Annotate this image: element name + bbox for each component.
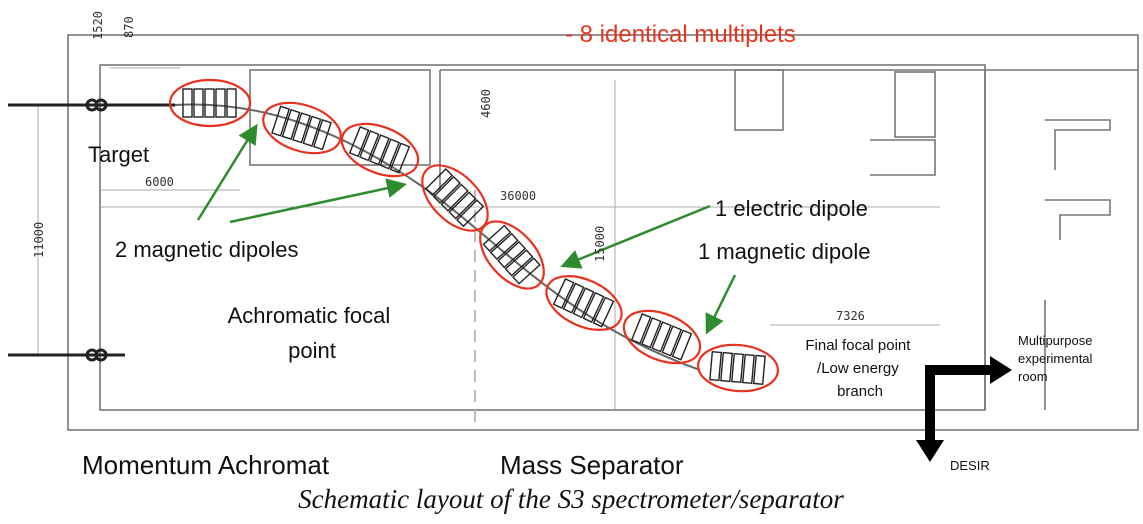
- label-line: branch: [837, 383, 883, 400]
- label-line: Multipurpose: [1018, 333, 1092, 348]
- magnet: [183, 89, 192, 117]
- black-arrows: [916, 356, 1012, 462]
- magnet: [303, 117, 320, 146]
- dimension: 11000: [32, 222, 46, 258]
- label-line: experimental: [1018, 351, 1093, 366]
- dimension: 7326: [836, 309, 865, 323]
- multiplet-outline: [538, 265, 630, 340]
- dimension: 4600: [479, 89, 493, 118]
- magnet: [710, 352, 721, 381]
- label: 2 magnetic dipoles: [115, 237, 298, 262]
- multiplet-outline: [257, 94, 347, 162]
- magnet: [205, 89, 214, 117]
- dimension: 1520: [91, 11, 105, 40]
- multiplet: [538, 265, 630, 340]
- multiplet: [257, 94, 347, 162]
- magnet: [743, 355, 754, 384]
- dimension: 870: [122, 16, 136, 38]
- multiplet: [616, 301, 707, 374]
- label-line: point: [288, 338, 336, 363]
- magnet: [293, 113, 310, 142]
- magnet: [216, 89, 225, 117]
- multiplet-outline: [616, 301, 707, 374]
- label-line: Achromatic focal: [228, 303, 391, 328]
- dimension: 36000: [500, 189, 536, 203]
- layout-diagram: - 8 identical multiplets 1520 870 4600 1…: [0, 0, 1143, 524]
- magnet: [282, 110, 299, 139]
- section-label: Momentum Achromat: [82, 450, 330, 480]
- dimension: 6000: [145, 175, 174, 189]
- label-line: Final focal point: [805, 337, 911, 354]
- multiplet: [410, 153, 499, 242]
- caption: Schematic layout of the S3 spectrometer/…: [298, 484, 844, 514]
- label-line: room: [1018, 369, 1048, 384]
- label: Target: [88, 142, 149, 167]
- magnet: [721, 353, 732, 382]
- multiplet-outline: [468, 210, 556, 300]
- label: 1 magnetic dipole: [698, 239, 870, 264]
- multiplet-outline: [334, 114, 425, 187]
- magnet: [227, 89, 236, 117]
- label: Multipurpose experimental room: [1018, 333, 1096, 384]
- magnet: [732, 354, 743, 383]
- magnet: [754, 356, 765, 385]
- label: DESIR: [950, 458, 990, 473]
- multiplet: [468, 210, 556, 300]
- note: - 8 identical multiplets: [565, 21, 796, 48]
- label-line: /Low energy: [817, 360, 899, 377]
- arrows: [198, 128, 735, 330]
- dimension: 15000: [593, 226, 607, 262]
- multiplet: [170, 80, 250, 126]
- label: Final focal point /Low energy branch: [805, 337, 914, 400]
- multiplet-outline: [170, 80, 250, 126]
- label: 1 electric dipole: [715, 196, 868, 221]
- section-label: Mass Separator: [500, 450, 684, 480]
- label: Achromatic focal point: [228, 303, 397, 363]
- multiplet: [334, 114, 425, 187]
- multiplet-outline: [696, 342, 780, 395]
- multiplet-outline: [410, 153, 499, 242]
- multiplet: [696, 342, 780, 395]
- magnet: [194, 89, 203, 117]
- magnet: [272, 106, 289, 135]
